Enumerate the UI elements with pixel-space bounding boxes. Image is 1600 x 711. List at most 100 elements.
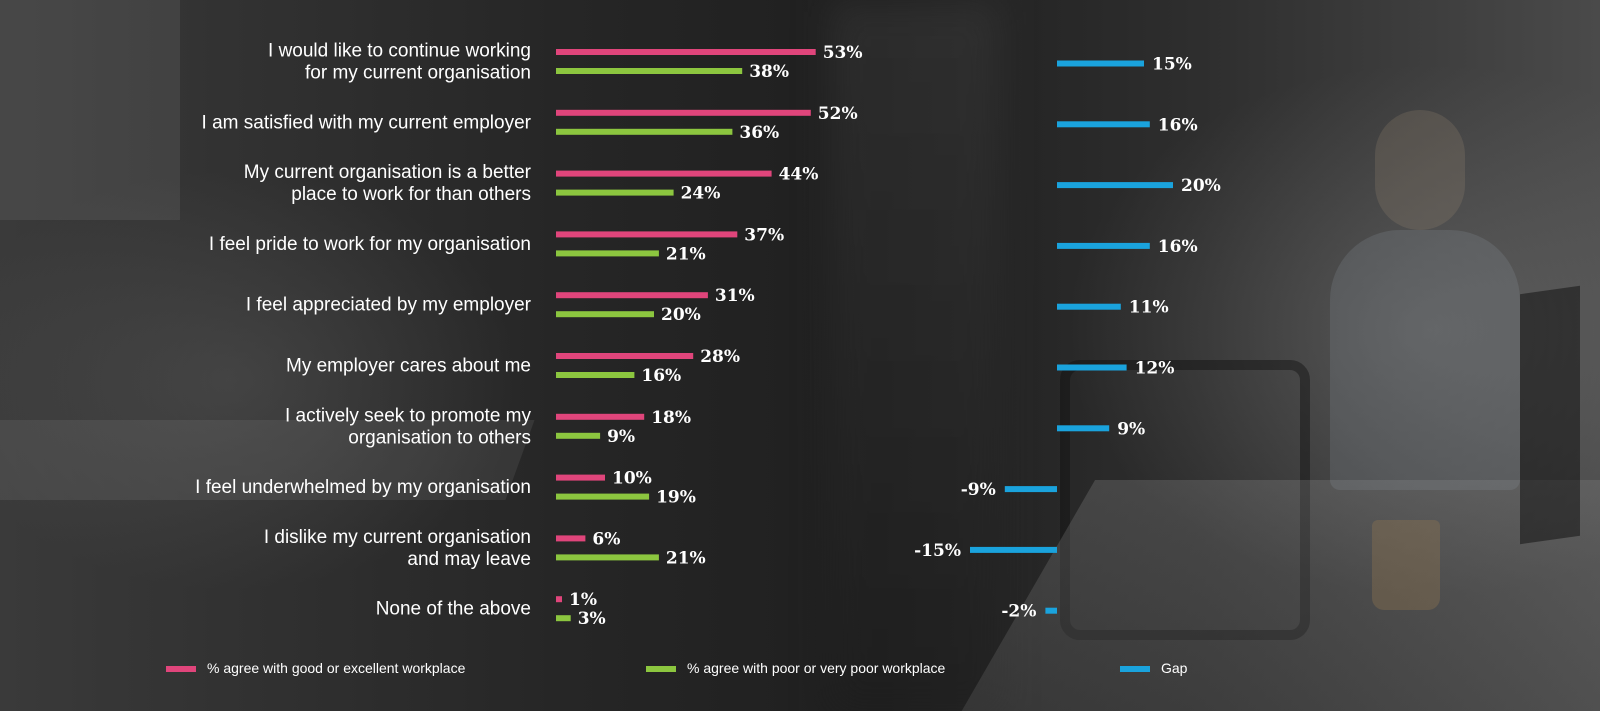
value-label-good: 1%	[569, 590, 597, 610]
legend-label: Gap	[1161, 660, 1188, 676]
bar-poor	[556, 68, 743, 74]
category-label-line: I feel appreciated by my employer	[246, 295, 532, 316]
bar-gap	[1057, 121, 1150, 128]
category-label: My current organisation is a better place…	[244, 162, 532, 205]
category-label-line: I am satisfied with my current employer	[202, 112, 532, 133]
legend: % agree with good or excellent workplace…	[166, 660, 1188, 676]
bar-poor	[556, 372, 635, 378]
background-person-head	[1375, 110, 1465, 230]
legend-label: % agree with poor or very poor workplace	[687, 660, 946, 676]
category-label-line: I would like to continue working	[268, 41, 531, 62]
bar-poor	[556, 493, 650, 500]
category-label-line: organisation to others	[348, 427, 531, 448]
legend-swatch	[646, 666, 676, 672]
category-label: My employer cares about me	[286, 356, 531, 377]
category-label-line: I feel underwhelmed by my organisation	[195, 477, 531, 498]
value-label-gap: 15%	[1152, 55, 1192, 75]
legend-swatch	[1120, 666, 1150, 672]
value-label-good: 44%	[779, 165, 819, 185]
bar-gap	[1057, 182, 1173, 189]
value-label-poor: 36%	[739, 123, 779, 143]
value-label-poor: 16%	[641, 366, 681, 386]
value-label-poor: 38%	[749, 62, 789, 82]
category-label-line: and may leave	[407, 549, 531, 570]
value-label-good: 28%	[700, 347, 740, 367]
value-label-poor: 21%	[666, 244, 706, 264]
bar-good	[556, 353, 694, 359]
bar-good	[556, 474, 605, 481]
value-label-good: 52%	[818, 104, 858, 124]
value-label-gap: -2%	[1001, 602, 1036, 622]
background-blurred-figure	[830, 0, 1000, 711]
value-label-good: 10%	[612, 469, 652, 489]
background-chair	[1060, 360, 1310, 640]
bar-gap	[1045, 607, 1057, 614]
bar-gap	[1004, 486, 1057, 493]
background-coffee-cup	[1372, 520, 1440, 610]
category-labels: I would like to continue working for my c…	[195, 41, 532, 620]
bar-poor	[556, 615, 571, 622]
category-label: I feel pride to work for my organisation	[209, 234, 531, 255]
legend-swatch	[166, 666, 196, 672]
bar-poor	[556, 189, 674, 196]
category-label-line: None of the above	[376, 599, 531, 620]
bar-poor	[556, 311, 654, 318]
bar-good	[556, 596, 562, 603]
value-label-gap: 9%	[1117, 419, 1145, 439]
value-label-poor: 24%	[681, 184, 721, 204]
value-label-gap: -15%	[914, 541, 961, 561]
bar-poor	[556, 554, 659, 561]
bar-good	[556, 109, 811, 116]
category-label-line: My current organisation is a better	[244, 162, 532, 183]
bar-gap	[1057, 303, 1121, 310]
value-label-gap: 12%	[1135, 359, 1175, 379]
bar-gap	[970, 546, 1057, 553]
category-label: None of the above	[376, 599, 531, 620]
category-label: I dislike my current organisation and may…	[264, 527, 531, 570]
data-labels: 53% 38% 15% 52% 36% 16% 44% 24% 20% 37% 21% 16% 31% 2…	[569, 43, 1221, 629]
bar-gap	[1057, 425, 1110, 432]
bar-good	[556, 535, 586, 542]
value-label-poor: 20%	[661, 305, 701, 325]
bar-gap	[1057, 242, 1150, 249]
value-label-poor: 19%	[656, 488, 696, 508]
value-label-poor: 21%	[666, 548, 706, 568]
value-label-good: 37%	[744, 225, 784, 245]
bar-good	[556, 170, 772, 177]
value-label-poor: 3%	[578, 609, 606, 629]
category-label-line: I actively seek to promote my	[285, 405, 532, 426]
bar-poor	[556, 250, 659, 257]
category-label: I am satisfied with my current employer	[202, 112, 532, 133]
legend-label: % agree with good or excellent workplace	[207, 660, 466, 676]
value-label-gap: 16%	[1158, 237, 1198, 257]
value-label-gap: 16%	[1158, 115, 1198, 135]
bar-good	[556, 231, 738, 238]
category-label-line: I dislike my current organisation	[264, 527, 531, 548]
value-label-good: 31%	[715, 286, 755, 306]
category-label-line: place to work for than others	[291, 184, 531, 205]
value-label-poor: 9%	[607, 427, 635, 447]
value-label-good: 6%	[592, 529, 620, 549]
category-label: I feel underwhelmed by my organisation	[195, 477, 531, 498]
bar-good	[556, 413, 645, 420]
category-label: I feel appreciated by my employer	[246, 295, 532, 316]
value-label-gap: 11%	[1129, 298, 1169, 318]
value-label-good: 53%	[823, 43, 863, 63]
category-label-line: I feel pride to work for my organisation	[209, 234, 531, 255]
value-label-gap: 20%	[1181, 176, 1221, 196]
category-label: I would like to continue working for my c…	[268, 41, 531, 84]
bar-good	[556, 49, 816, 55]
bars	[556, 49, 1173, 622]
category-label-line: for my current organisation	[305, 63, 531, 84]
bar-poor	[556, 128, 733, 135]
category-label: I actively seek to promote my organisatio…	[285, 405, 532, 448]
bar-gap	[1057, 60, 1144, 67]
category-label-line: My employer cares about me	[286, 356, 531, 377]
bar-poor	[556, 432, 601, 439]
background-person-body	[1330, 230, 1520, 490]
bar-good	[556, 292, 708, 299]
background-window	[0, 0, 180, 220]
value-label-gap: -9%	[961, 480, 996, 500]
